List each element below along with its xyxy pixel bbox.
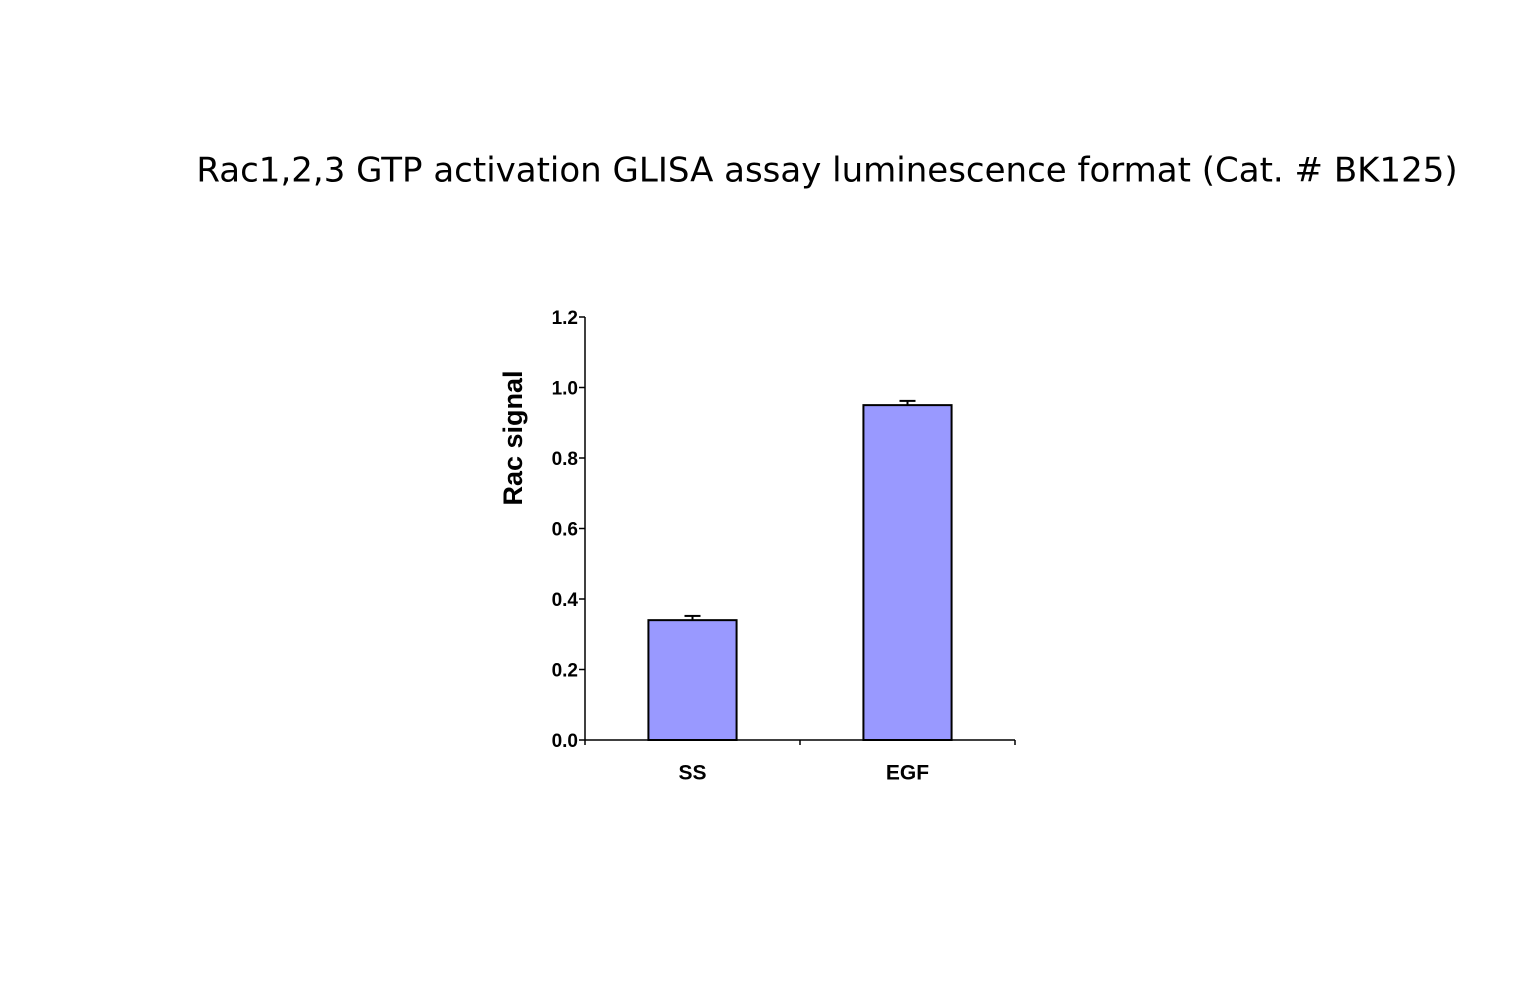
y-tick-label: 1.0 — [552, 379, 578, 400]
y-axis-label: Rac signal — [498, 370, 528, 505]
bar — [647, 619, 738, 742]
x-tick-label: SS — [678, 762, 706, 785]
y-tick-label: 0.0 — [552, 731, 578, 752]
y-tick-label: 0.2 — [552, 661, 578, 682]
bar — [862, 404, 953, 741]
y-tick-label: 0.4 — [552, 590, 579, 611]
chart-title: Rac1,2,3 GTP activation GLISA assay lumi… — [196, 151, 1457, 191]
x-tick-label: EGF — [886, 762, 929, 785]
y-tick-label: 0.6 — [552, 520, 578, 541]
y-tick-label: 0.8 — [552, 449, 578, 470]
y-tick-label: 1.2 — [552, 308, 578, 329]
